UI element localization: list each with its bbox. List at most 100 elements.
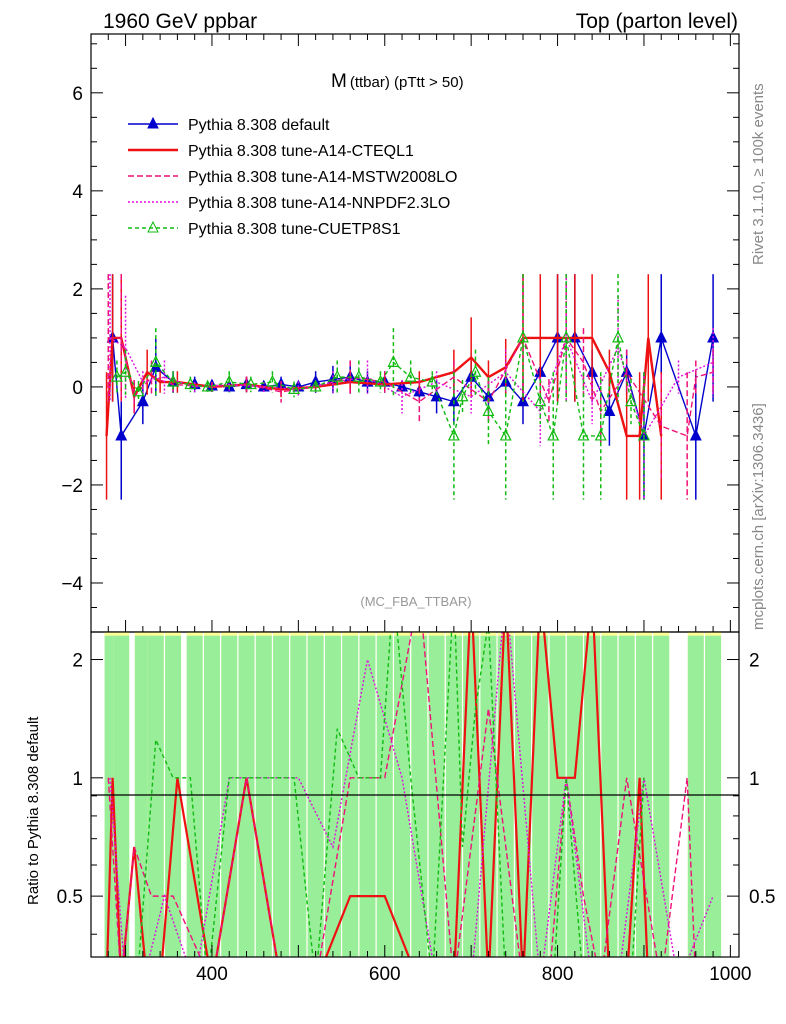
mcplots-label: mcplots.cern.ch [arXiv:1306.3436]	[750, 403, 767, 630]
legend-marker	[147, 116, 159, 129]
main-ytick-label: −2	[61, 476, 83, 497]
series-3	[109, 274, 714, 500]
data-point	[594, 428, 607, 441]
data-point	[426, 374, 439, 387]
rivet-label: Rivet 3.1.10, ≥ 100k events	[750, 83, 767, 265]
ratio-band-inner	[653, 635, 670, 957]
data-point	[288, 382, 301, 394]
header-left: 1960 GeV ppbar	[103, 10, 257, 33]
data-point	[132, 384, 145, 397]
data-point	[655, 330, 668, 343]
ratio-band-inner	[255, 635, 272, 957]
main-title-sub: (ttbar) (pTtt > 50)	[350, 74, 464, 91]
data-point	[136, 394, 149, 407]
data-point	[603, 404, 616, 417]
ratio-plot: 0.5 0.5 1 1 2 2 400 600 800 1000 Ratio to Pythia …	[25, 631, 776, 985]
data-point	[352, 369, 365, 382]
ratio-band-inner	[463, 635, 480, 957]
ratio-band-inner	[480, 635, 497, 957]
ratio-band-inner	[584, 635, 601, 957]
data-point	[447, 428, 460, 441]
ratio-band-inner	[601, 635, 618, 957]
data-point	[689, 428, 702, 441]
legend-label: Pythia 8.308 tune-CUETP8S1	[188, 221, 401, 238]
ratio-band-inner	[290, 635, 307, 957]
ratio-band-inner	[147, 635, 164, 957]
data-point	[387, 355, 400, 368]
ratio-band-inner	[113, 635, 130, 957]
ratio-frame	[90, 631, 740, 958]
main-axis-ticks: −4 −2 0 2 4 6	[61, 34, 739, 633]
ratio-band-inner	[342, 635, 359, 957]
ratio-line	[107, 632, 696, 957]
series-4	[110, 274, 650, 500]
data-point	[577, 428, 590, 441]
main-ytick-label: 0	[72, 378, 83, 399]
ratio-band-inner	[515, 635, 531, 957]
ratio-band-inner	[134, 635, 151, 957]
data-point	[374, 374, 387, 387]
ratio-xtick-label: 400	[196, 964, 228, 985]
ratio-band-inner	[359, 635, 376, 957]
main-series-group	[105, 274, 720, 500]
ratio-band-inner	[324, 635, 341, 957]
ratio-ytick-label-right: 2	[749, 651, 760, 672]
main-ytick-label: 4	[72, 182, 83, 203]
ratio-band-inner	[618, 635, 635, 957]
data-point	[119, 364, 132, 377]
ratio-ytick-label-right: 1	[749, 769, 760, 790]
data-point	[560, 330, 573, 343]
data-point	[184, 377, 197, 390]
ratio-band-inner	[203, 635, 220, 957]
data-point	[244, 377, 257, 390]
ratio-band-inner	[428, 635, 445, 957]
legend-label: Pythia 8.308 tune-A14-CTEQL1	[188, 143, 414, 160]
ratio-band-inner	[687, 635, 704, 957]
ratio-line	[138, 632, 645, 957]
ratio-band-inner	[705, 635, 722, 957]
data-point	[115, 428, 128, 441]
data-point	[309, 379, 322, 392]
ratio-band-inner	[635, 635, 652, 957]
main-title: M (ttbar) (pTtt > 50)	[331, 71, 464, 92]
main-ytick-label: 6	[72, 84, 83, 105]
data-point	[331, 369, 344, 382]
legend: Pythia 8.308 default Pythia 8.308 tune-A1…	[128, 116, 457, 238]
ratio-xtick-label: 1000	[709, 964, 751, 985]
data-point	[469, 364, 482, 377]
main-ytick-label: −4	[61, 574, 83, 595]
ratio-series-group	[106, 632, 714, 957]
watermark: (MC_FBA_TTBAR)	[360, 594, 471, 609]
ratio-ytick-label: 0.5	[57, 887, 83, 908]
data-point	[223, 374, 236, 387]
legend-label: Pythia 8.308 default	[188, 117, 330, 134]
header-right: Top (parton level)	[576, 10, 738, 33]
data-point	[201, 379, 214, 392]
data-point	[404, 369, 417, 382]
data-point	[637, 428, 650, 441]
data-point	[499, 428, 512, 441]
ratio-axis-ticks: 0.5 0.5 1 1 2 2 400 600 800 1000	[57, 651, 776, 985]
data-point	[167, 374, 180, 387]
data-point	[266, 374, 279, 387]
data-point	[534, 394, 547, 407]
data-point	[625, 394, 637, 407]
ratio-ylabel: Ratio to Pythia 8.308 default	[25, 716, 42, 905]
ratio-band-inner	[411, 635, 428, 957]
legend-marker	[147, 220, 159, 233]
ratio-xtick-label: 800	[542, 964, 574, 985]
ratio-band-inner	[238, 635, 255, 957]
ratio-band-inner	[376, 635, 393, 957]
main-plot: −4 −2 0 2 4 6 M (ttbar) (pTtt > 50) (MC_FBA_TT…	[61, 33, 740, 633]
data-point	[456, 389, 469, 402]
data-point	[482, 404, 495, 417]
ratio-ytick-label: 2	[72, 651, 83, 672]
data-point	[547, 428, 560, 441]
data-point	[517, 330, 529, 343]
ratio-band-inner	[273, 635, 290, 957]
ratio-band-inner	[221, 635, 238, 957]
legend-label: Pythia 8.308 tune-A14-MSTW2008LO	[188, 169, 457, 186]
ratio-band-inner	[307, 635, 324, 957]
ratio-band-inner	[532, 635, 549, 957]
